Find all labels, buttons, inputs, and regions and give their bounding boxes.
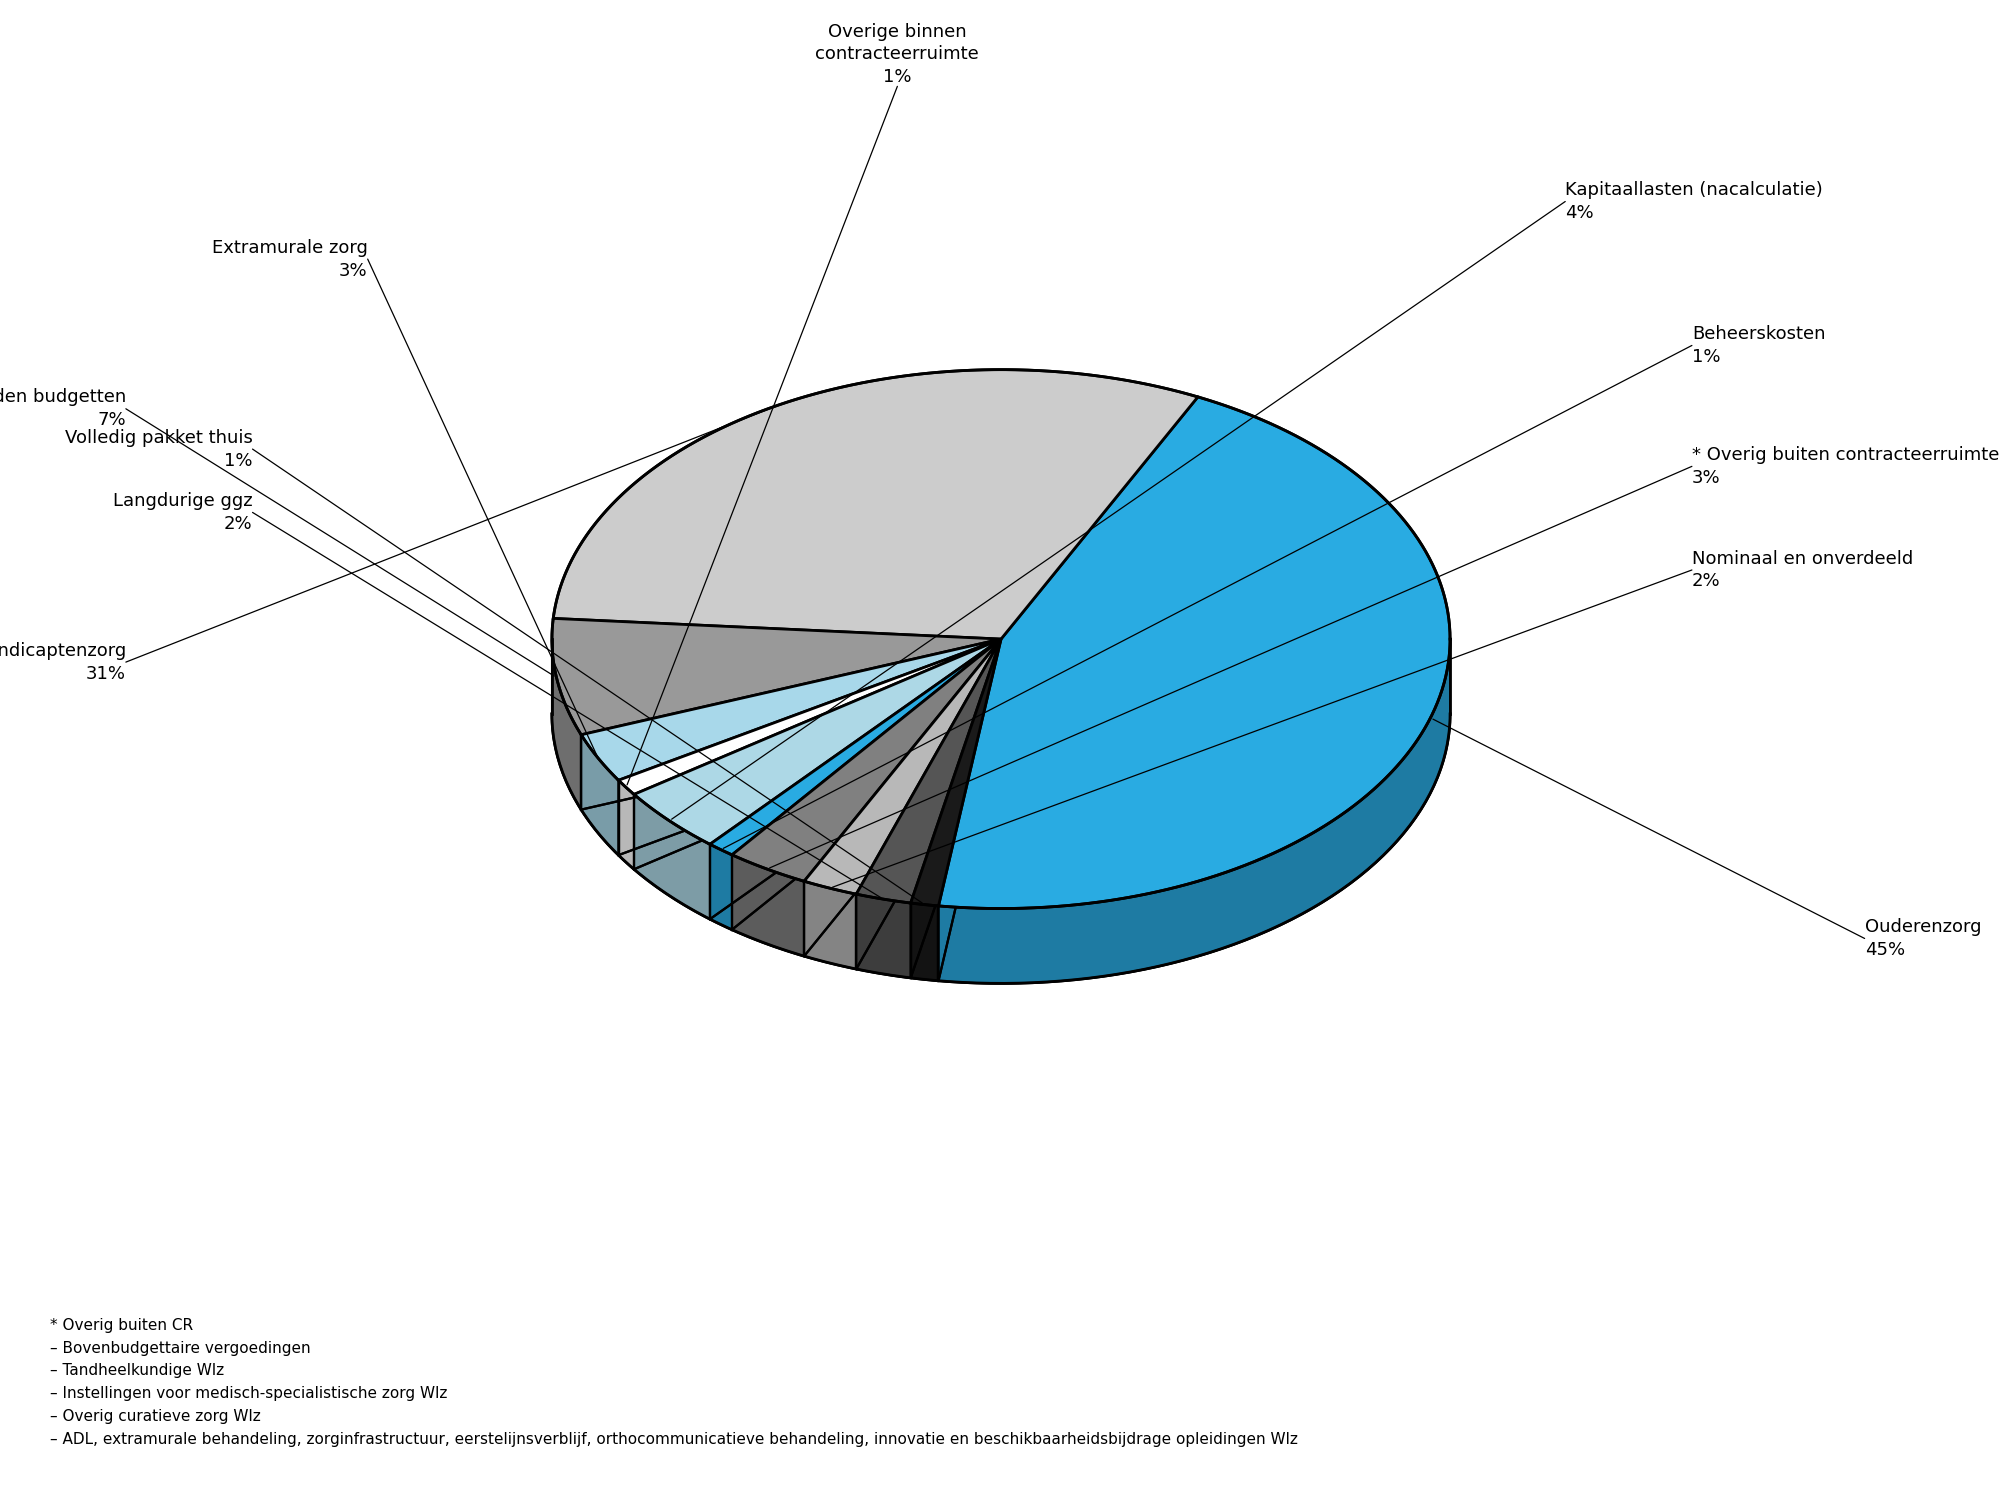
- Polygon shape: [619, 780, 635, 870]
- Polygon shape: [581, 734, 619, 855]
- Polygon shape: [733, 639, 1001, 881]
- Text: Volledig pakket thuis
1%: Volledig pakket thuis 1%: [64, 429, 252, 469]
- Polygon shape: [857, 639, 1001, 902]
- Text: Langdurige ggz
2%: Langdurige ggz 2%: [112, 491, 252, 533]
- Polygon shape: [939, 398, 1449, 908]
- Polygon shape: [911, 639, 1001, 905]
- Polygon shape: [635, 639, 1001, 844]
- Polygon shape: [733, 855, 805, 956]
- Polygon shape: [619, 639, 1001, 795]
- Polygon shape: [711, 639, 1001, 855]
- Text: Ouderenzorg
45%: Ouderenzorg 45%: [1864, 919, 1982, 959]
- Polygon shape: [581, 639, 1001, 780]
- Polygon shape: [553, 369, 1197, 639]
- Text: Persoonsgebonden budgetten
7%: Persoonsgebonden budgetten 7%: [0, 389, 126, 429]
- Text: Kapitaallasten (nacalculatie)
4%: Kapitaallasten (nacalculatie) 4%: [1566, 182, 1824, 222]
- Text: * Overig buiten contracteerruimte
3%: * Overig buiten contracteerruimte 3%: [1692, 445, 2000, 487]
- Polygon shape: [805, 881, 857, 969]
- Polygon shape: [939, 640, 1449, 983]
- Polygon shape: [553, 639, 581, 810]
- Polygon shape: [911, 902, 939, 981]
- Text: Nominaal en onverdeeld
2%: Nominaal en onverdeeld 2%: [1692, 549, 1914, 591]
- Polygon shape: [553, 713, 1449, 983]
- Polygon shape: [553, 618, 1001, 734]
- Text: Overige binnen
contracteerruimte
1%: Overige binnen contracteerruimte 1%: [815, 22, 979, 86]
- Text: Extramurale zorg
3%: Extramurale zorg 3%: [212, 238, 368, 280]
- Text: * Overig buiten CR
– Bovenbudgettaire vergoedingen
– Tandheelkundige Wlz
– Inste: * Overig buiten CR – Bovenbudgettaire ve…: [50, 1318, 1297, 1447]
- Polygon shape: [711, 844, 733, 929]
- Polygon shape: [635, 795, 711, 919]
- Polygon shape: [857, 895, 911, 978]
- Polygon shape: [805, 639, 1001, 895]
- Text: Beheerskosten
1%: Beheerskosten 1%: [1692, 325, 1826, 366]
- Text: Gehandicaptenzorg
31%: Gehandicaptenzorg 31%: [0, 642, 126, 682]
